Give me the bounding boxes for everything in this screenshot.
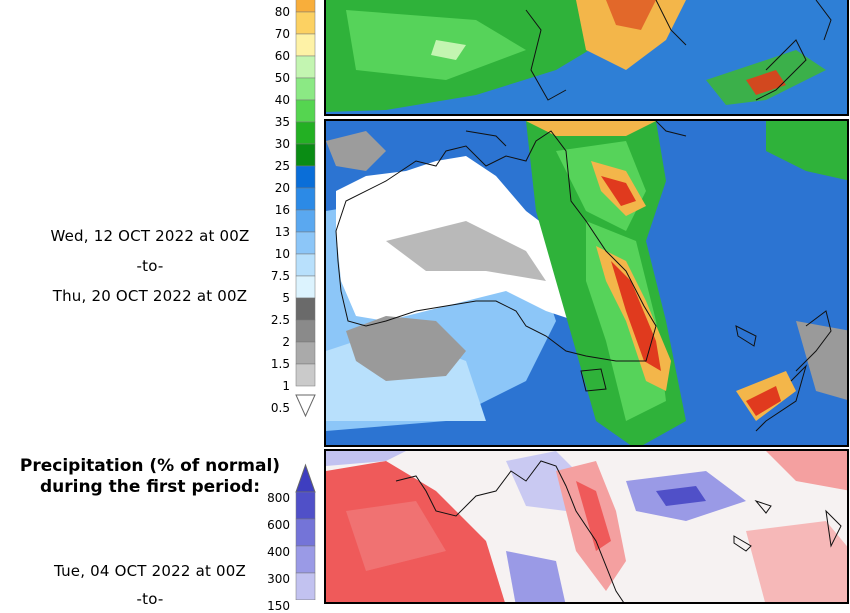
precip-colorbar-swatch: [295, 77, 316, 101]
percent-normal-title-line2: during the first period:: [39, 477, 261, 497]
precip-colorbar: [295, 0, 316, 418]
precip-colorbar-swatch: [295, 0, 316, 13]
precip-colorbar-tick-label: 5: [282, 291, 290, 305]
precip-colorbar-tick-label: 0.5: [270, 401, 290, 415]
legend-panel: 80 70 60 50 40 35 30 25 20 16 13 10 7.5 5 2.5 2 1.5 1 0.5 …: [0, 0, 322, 612]
percent-colorbar: [295, 463, 316, 600]
precip-colorbar-tick-label: 60: [274, 49, 290, 63]
precip-colorbar-swatch: [295, 165, 316, 189]
percent-colorbar-tick-label: 600: [267, 518, 290, 532]
precip-colorbar-swatch: [295, 143, 316, 167]
precip-colorbar-swatch: [295, 121, 316, 145]
percent-normal-title-line1: Precipitation (% of normal): [19, 456, 281, 476]
precip-colorbar-swatch: [295, 99, 316, 123]
map-first-period-precip: [324, 0, 849, 116]
colorbar-arrow-low: [295, 394, 316, 418]
map-percent-of-normal: [324, 449, 849, 604]
percent-normal-title: Precipitation (% of normal) during the f…: [0, 456, 300, 498]
precip-colorbar-tick-label: 10: [274, 247, 290, 261]
percent-colorbar-swatch: [295, 518, 316, 547]
precip-colorbar-tick-label: 30: [274, 137, 290, 151]
precip-colorbar-tick-label: 2: [282, 335, 290, 349]
precip-colorbar-tick-label: 70: [274, 27, 290, 41]
precip-colorbar-tick-label: 13: [274, 225, 290, 239]
precip-colorbar-tick-label: 1: [282, 379, 290, 393]
precip-colorbar-tick-label: 16: [274, 203, 290, 217]
percent-colorbar-swatch: [295, 572, 316, 600]
precip-colorbar-tick-label: 7.5: [270, 269, 290, 283]
precip-colorbar-swatch: [295, 33, 316, 57]
precip-colorbar-swatch: [295, 341, 316, 365]
precip-colorbar-tick-label: 40: [274, 93, 290, 107]
percent-colorbar-swatch: [295, 491, 316, 520]
precip-colorbar-tick-label: 35: [274, 115, 290, 129]
first-period-separator: -to-: [136, 590, 164, 608]
precip-colorbar-swatch: [295, 363, 316, 387]
precip-colorbar-tick-label: 2.5: [270, 313, 290, 327]
precip-colorbar-tick-label: 1.5: [270, 357, 290, 371]
period-start-date: Wed, 12 OCT 2022 at 00Z: [50, 227, 250, 245]
percent-colorbar-tick-label: 800: [267, 491, 290, 505]
precip-colorbar-tick-label: 50: [274, 71, 290, 85]
precip-colorbar-tick-label: 20: [274, 181, 290, 195]
percent-colorbar-tick-label: 300: [267, 572, 290, 586]
precip-colorbar-swatch: [295, 187, 316, 211]
precip-colorbar-swatch: [295, 11, 316, 35]
period-end-date: Thu, 20 OCT 2022 at 00Z: [52, 287, 248, 305]
precip-colorbar-tick-label: 25: [274, 159, 290, 173]
colorbar-arrow-high: [295, 463, 316, 493]
first-period-start-date: Tue, 04 OCT 2022 at 00Z: [54, 562, 246, 580]
map-total-period-precip: [324, 119, 849, 447]
percent-colorbar-tick-label: 400: [267, 545, 290, 559]
precip-colorbar-swatch: [295, 55, 316, 79]
period-separator: -to-: [136, 257, 164, 275]
precip-colorbar-swatch: [295, 319, 316, 343]
precip-colorbar-tick-label: 80: [274, 5, 290, 19]
